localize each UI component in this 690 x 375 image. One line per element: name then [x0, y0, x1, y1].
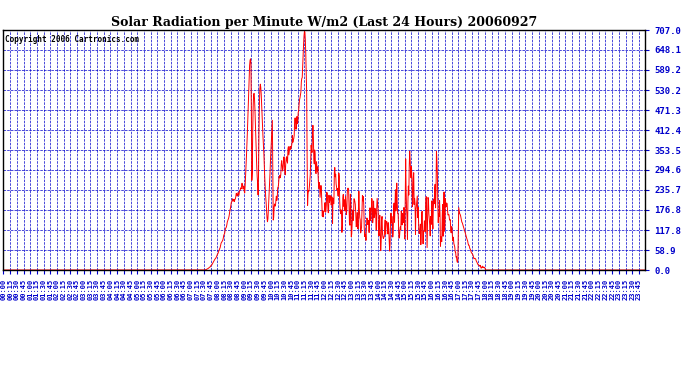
Title: Solar Radiation per Minute W/m2 (Last 24 Hours) 20060927: Solar Radiation per Minute W/m2 (Last 24… [111, 16, 538, 29]
Text: Copyright 2006 Cartronics.com: Copyright 2006 Cartronics.com [5, 35, 139, 44]
